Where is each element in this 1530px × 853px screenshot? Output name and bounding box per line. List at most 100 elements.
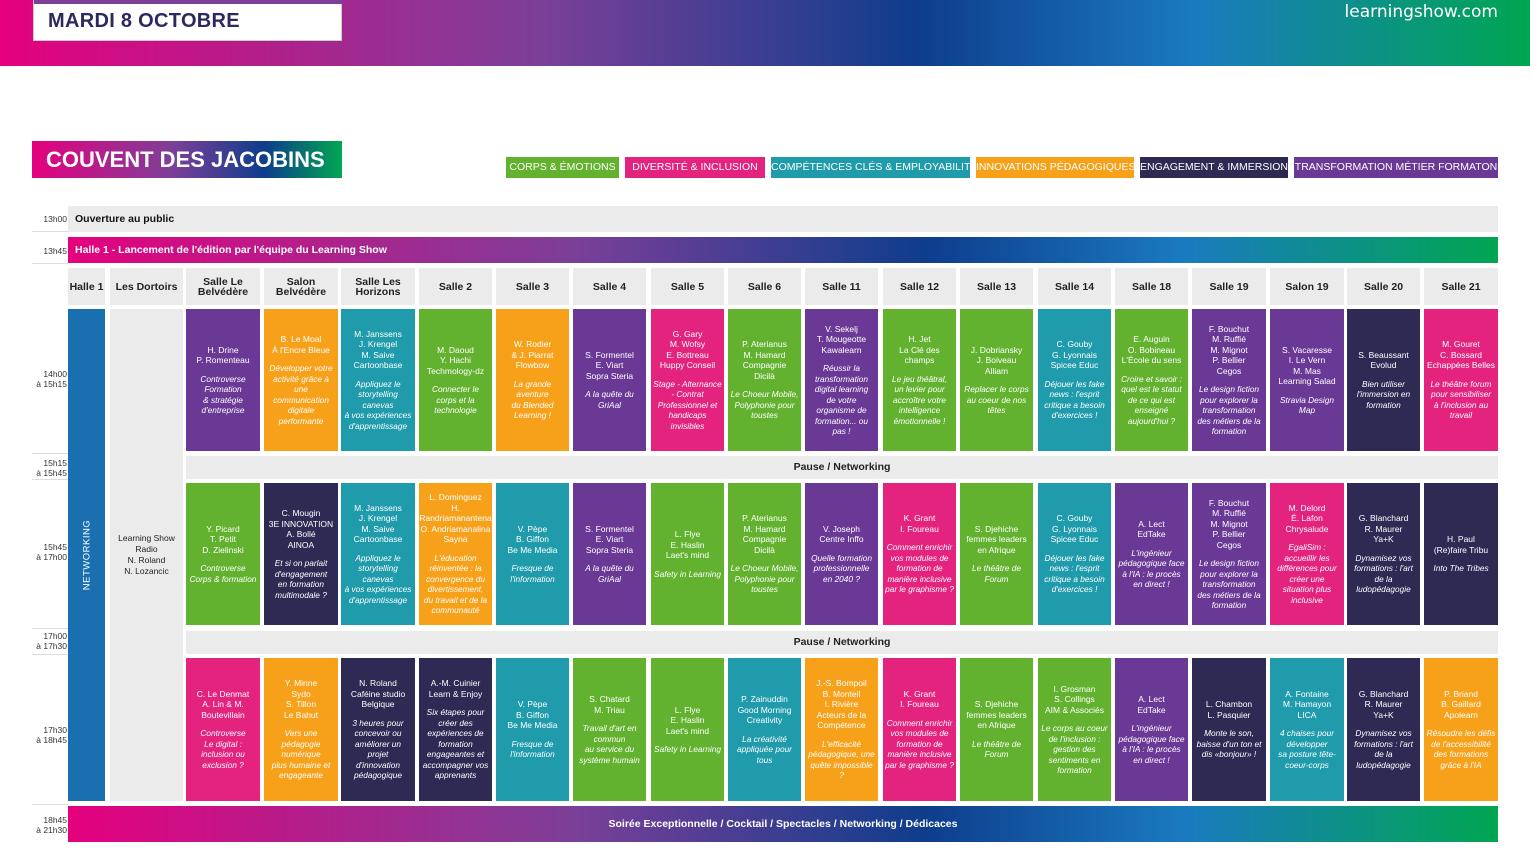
room-header: Salle 12: [883, 268, 956, 305]
session-card[interactable]: F. Bouchut M. Ruffié M. Mignot P. Bellie…: [1192, 309, 1266, 451]
session-speakers: V. Joseph Centre Inffo: [819, 523, 864, 545]
time-1345: 13h45: [43, 246, 67, 256]
session-speakers: I. Grosman S. Collings AIM & Associés: [1044, 683, 1105, 715]
session-card[interactable]: Y. Picard T. Petit D. Zielinski Controver…: [186, 483, 260, 625]
session-title: Le design fiction pour explorer la trans…: [1197, 384, 1261, 436]
divider: [32, 479, 68, 480]
session-speakers: C. Gouby G. Lyonnais Spicee Educ: [1050, 339, 1099, 371]
session-card[interactable]: A. Fontaine M. Hamayon LICA 4 chaises pou…: [1270, 658, 1344, 801]
top-banner: MARDI 8 OCTOBRE learningshow.com: [0, 0, 1530, 66]
session-speakers: S. Djehiche femmes leaders en Afrique: [966, 699, 1027, 731]
session-title: L'ingénieur pédagogique face à l'IA : le…: [1118, 723, 1185, 765]
session-card[interactable]: P. Zainuddin Good Morning Creativity La c…: [728, 658, 801, 801]
session-title: Dynamisez vos formations : l'art de la l…: [1354, 728, 1413, 770]
session-card[interactable]: A. Lect EdTake L'ingénieur pédagogique fa…: [1115, 483, 1188, 625]
session-speakers: A. Fontaine M. Hamayon LICA: [1282, 688, 1332, 720]
session-speakers: S. Djehiche femmes leaders en Afrique: [966, 523, 1027, 555]
room-header: Salle Le Belvédère: [186, 268, 260, 305]
session-speakers: H. Paul (Re)faire Tribu: [1433, 534, 1489, 555]
session-card[interactable]: S. Formentel E. Viart Sopra Steria A la q…: [573, 483, 646, 625]
session-title: Et si on parlait d'engagement en formati…: [274, 558, 328, 600]
session-speakers: P. Aterianus M. Hamard Compagnie Dicilà: [742, 513, 787, 555]
session-card[interactable]: S. Formentel E. Viart Sopra Steria A la q…: [573, 309, 646, 451]
session-card[interactable]: M. Gouret C. Bossard Echappées Belles Le …: [1424, 309, 1498, 451]
session-card[interactable]: C. Le Denmat A. Lin & M. Boutevillain Con…: [186, 658, 260, 801]
session-title: Déjouer les fake news : l'esprit critiqu…: [1044, 552, 1105, 595]
session-card[interactable]: J.-S. Bompoil B. Monteil I. Rivière Acte…: [805, 658, 878, 801]
room-header: Salle 6: [728, 268, 801, 305]
session-speakers: G. Gary M. Wofsy E. Bottreau Huppy Conse…: [659, 328, 716, 371]
session-card[interactable]: H. Paul (Re)faire Tribu Into The Tribes: [1424, 483, 1498, 625]
session-title: Le théâtre forum pour sensibiliser à l'i…: [1430, 378, 1492, 421]
session-speakers: W. Rodier & J. Piarrat Flowbow: [511, 339, 554, 371]
room-header: Salle 13: [960, 268, 1033, 305]
site-link[interactable]: learningshow.com: [1344, 2, 1498, 22]
session-card[interactable]: P. Briand B. Gaillard Apolearn Résoudre l…: [1424, 658, 1498, 801]
session-card[interactable]: L. Flye E. Haslin Laet's mind Safety in L…: [651, 483, 724, 625]
session-card[interactable]: M. Janssens J. Krengel M. Saive Cartoonb…: [341, 309, 415, 451]
session-card[interactable]: S. Beaussant Evolud Bien utiliser l'immer…: [1347, 309, 1420, 451]
session-card[interactable]: C. Gouby G. Lyonnais Spicee Educ Déjouer …: [1038, 309, 1111, 451]
session-card[interactable]: P. Aterianus M. Hamard Compagnie Dicilà L…: [728, 483, 801, 625]
session-card[interactable]: W. Rodier & J. Piarrat Flowbow La grande …: [496, 309, 569, 451]
session-card[interactable]: G. Blanchard R. Maurer Ya+K Dynamisez vos…: [1347, 483, 1420, 625]
room-header: Salle 4: [573, 268, 646, 305]
session-card[interactable]: J. Dobriansky J. Boiveau Alliam Replacer …: [960, 309, 1033, 451]
session-speakers: G. Blanchard R. Maurer Ya+K: [1358, 513, 1409, 545]
session-card[interactable]: M. Daoud Y. Hachi Techmology-dz Connecter…: [419, 309, 492, 451]
session-card[interactable]: S. Djehiche femmes leaders en Afrique Le …: [960, 483, 1033, 625]
session-title: Monte le son, baisse d'un ton et dis «bo…: [1196, 728, 1262, 760]
session-card[interactable]: G. Blanchard R. Maurer Ya+K Dynamisez vos…: [1347, 658, 1420, 801]
room-header: Salle Les Horizons: [341, 268, 415, 305]
session-title: Le théâtre de Forum: [972, 563, 1021, 584]
session-card[interactable]: I. Grosman S. Collings AIM & Associés Le …: [1038, 658, 1111, 801]
session-card[interactable]: P. Aterianus M. Hamard Compagnie Dicilà L…: [728, 309, 801, 451]
evening-row: Soirée Exceptionnelle / Cocktail / Spect…: [68, 806, 1498, 842]
session-card[interactable]: F. Bouchut M. Ruffié M. Mignot P. Bellie…: [1192, 483, 1266, 625]
session-card[interactable]: K. Grant I. Foureau Comment enrichir vos …: [883, 483, 956, 625]
session-card[interactable]: C. Gouby G. Lyonnais Spicee Educ Déjouer …: [1038, 483, 1111, 625]
session-card[interactable]: L. Dominguez H. Randriamanantena O. Andr…: [419, 483, 492, 625]
session-card[interactable]: B. Le Moal À l'Encre Bleue Développer vot…: [264, 309, 338, 451]
session-card[interactable]: S. Djehiche femmes leaders en Afrique Le …: [960, 658, 1033, 801]
session-card[interactable]: K. Grant I. Foureau Comment enrichir vos …: [883, 658, 956, 801]
session-card[interactable]: V. Joseph Centre Inffo Quelle formation p…: [805, 483, 878, 625]
session-title: 3 heures pour concevoir ou améliorer un …: [352, 717, 404, 781]
date-box: MARDI 8 OCTOBRE: [33, 0, 343, 41]
session-title: Fresque de l'information: [510, 563, 555, 584]
session-card[interactable]: M. Janssens J. Krengel M. Saive Cartoonb…: [341, 483, 415, 625]
session-card[interactable]: S. Vacaresse I. Le Vern M. Mas Learning …: [1270, 309, 1344, 451]
session-speakers: S. Formentel E. Viart Sopra Steria: [585, 349, 634, 381]
session-card[interactable]: A.-M. Cuinier Learn & Enjoy Six étapes po…: [419, 658, 492, 801]
session-title: Stravia Design Map: [1280, 394, 1334, 416]
session-card[interactable]: M. Delord É. Lafon Chrysalude EgaliSim : …: [1270, 483, 1344, 625]
session-speakers: G. Blanchard R. Maurer Ya+K: [1358, 688, 1409, 720]
session-card[interactable]: L. Flye E. Haslin Laet's mind Safety in L…: [651, 658, 724, 801]
session-card[interactable]: N. Roland Caféine studio Belgique 3 heure…: [341, 658, 415, 801]
session-card[interactable]: V. Sekelj T. Mougeotte Kawalearn Réussir …: [805, 309, 878, 451]
session-speakers: C. Gouby G. Lyonnais Spicee Educ: [1050, 513, 1099, 545]
session-title: A la quête du GriAal: [585, 389, 634, 410]
session-speakers: K. Grant I. Foureau: [900, 513, 939, 534]
session-card[interactable]: S. Chatard M. Triau Travail d'art en comm…: [573, 658, 646, 801]
room-header: Les Dortoirs: [110, 268, 183, 305]
session-card[interactable]: L. Chambon L. Pasquier Monte le son, bais…: [1192, 658, 1266, 801]
opening-row: Ouverture au public: [68, 206, 1498, 232]
session-card[interactable]: E. Auguin O. Bobineau L'École du sens Cro…: [1115, 309, 1188, 451]
divider: [32, 654, 68, 655]
session-card[interactable]: G. Gary M. Wofsy E. Bottreau Huppy Conse…: [651, 309, 724, 451]
session-card[interactable]: H. Drine P. Romenteau Controverse Formati…: [186, 309, 260, 451]
session-card[interactable]: A. Lect EdTake L'ingénieur pédagogique fa…: [1115, 658, 1188, 801]
session-title: Replacer le corps au coeur de nos têtes: [964, 384, 1029, 415]
session-speakers: Y. Picard T. Petit D. Zielinski: [202, 523, 244, 555]
session-speakers: H. Jet La Clé des champs: [899, 334, 940, 365]
session-card[interactable]: V. Pèpe B. Giffon Be Me Media Fresque de …: [496, 658, 569, 801]
legend-competences: COMPÉTENCES CLÉS & EMPLOYABILITÉ: [771, 157, 977, 178]
session-card[interactable]: C. Mougin 3E INNOVATION A. Bollé AINOA Et…: [264, 483, 338, 625]
room-header: Salon Belvédère: [264, 268, 338, 305]
session-card[interactable]: Y. Minne Sydo S. Tillon Le Bahut Vers une…: [264, 658, 338, 801]
room-header: Salle 11: [805, 268, 878, 305]
session-card[interactable]: V. Pèpe B. Giffon Be Me Media Fresque de …: [496, 483, 569, 625]
session-speakers: C. Le Denmat A. Lin & M. Boutevillain: [196, 688, 250, 720]
session-card[interactable]: H. Jet La Clé des champs Le jeu théâtral,…: [883, 309, 956, 451]
